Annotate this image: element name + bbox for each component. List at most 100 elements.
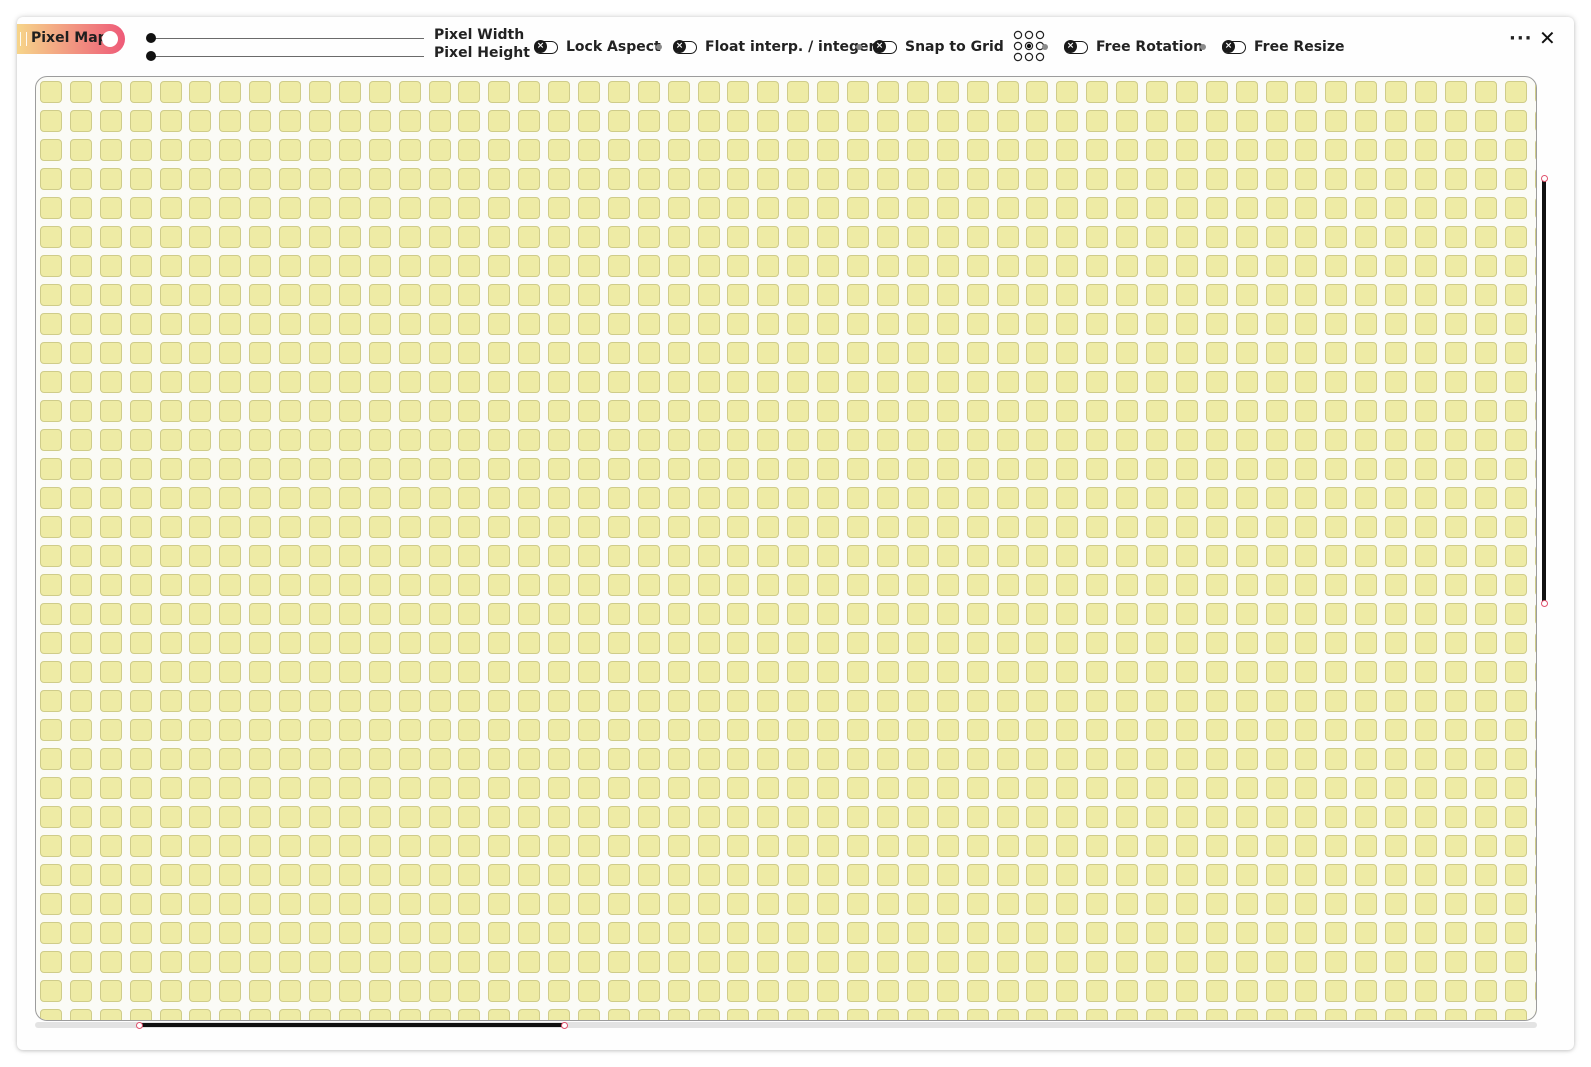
pixel-cell[interactable] [727,168,750,190]
pixel-cell[interactable] [637,603,660,625]
pixel-cell[interactable] [219,661,242,683]
pixel-cell[interactable] [1534,458,1536,480]
pixel-cell[interactable] [578,400,601,422]
switch-icon[interactable]: × [673,40,697,54]
pixel-cell[interactable] [757,487,780,509]
pixel-cell[interactable] [159,429,182,451]
pixel-cell[interactable] [1444,893,1467,915]
pixel-cell[interactable] [99,951,122,973]
pixel-cell[interactable] [1145,487,1168,509]
pixel-cell[interactable] [40,632,62,654]
pixel-cell[interactable] [219,922,242,944]
pixel-cell[interactable] [1235,516,1258,538]
pixel-cell[interactable] [368,1009,391,1020]
pixel-cell[interactable] [667,1009,690,1020]
pixel-cell[interactable] [69,603,92,625]
pixel-cell[interactable] [1355,690,1378,712]
pixel-cell[interactable] [817,980,840,1002]
pixel-cell[interactable] [1325,806,1348,828]
pixel-cell[interactable] [368,342,391,364]
pixel-cell[interactable] [1235,835,1258,857]
pixel-cell[interactable] [787,400,810,422]
pixel-cell[interactable] [1385,719,1408,741]
pixel-cell[interactable] [1474,284,1497,306]
pixel-cell[interactable] [1265,719,1288,741]
pixel-cell[interactable] [548,951,571,973]
pixel-cell[interactable] [757,574,780,596]
pixel-cell[interactable] [1355,81,1378,103]
pixel-cell[interactable] [428,806,451,828]
pixel-cell[interactable] [458,81,481,103]
pixel-cell[interactable] [368,893,391,915]
pixel-cell[interactable] [757,661,780,683]
pixel-cell[interactable] [69,661,92,683]
pixel-cell[interactable] [1444,400,1467,422]
pixel-cell[interactable] [1295,864,1318,886]
pixel-cell[interactable] [1265,864,1288,886]
pixel-cell[interactable] [1385,458,1408,480]
switch-icon[interactable]: × [534,40,558,54]
pixel-cell[interactable] [488,893,511,915]
pixel-cell[interactable] [936,806,959,828]
switch-icon[interactable]: × [1064,40,1088,54]
pixel-cell[interactable] [1385,661,1408,683]
pixel-cell[interactable] [129,487,152,509]
pixel-cell[interactable] [996,690,1019,712]
pixel-cell[interactable] [488,777,511,799]
pixel-cell[interactable] [1145,893,1168,915]
pixel-cell[interactable] [1295,400,1318,422]
pixel-cell[interactable] [69,255,92,277]
pixel-cell[interactable] [458,226,481,248]
pixel-cell[interactable] [1325,458,1348,480]
pixel-cell[interactable] [1086,139,1109,161]
pixel-cell[interactable] [1444,197,1467,219]
pixel-cell[interactable] [1444,864,1467,886]
pixel-cell[interactable] [1295,81,1318,103]
pixel-cell[interactable] [398,1009,421,1020]
pixel-cell[interactable] [458,400,481,422]
pixel-cell[interactable] [1265,313,1288,335]
pixel-cell[interactable] [637,806,660,828]
pixel-cell[interactable] [129,893,152,915]
pixel-cell[interactable] [1474,168,1497,190]
pixel-cell[interactable] [906,226,929,248]
pixel-cell[interactable] [1116,806,1139,828]
pixel-cell[interactable] [1444,371,1467,393]
pixel-cell[interactable] [1145,545,1168,567]
pixel-cell[interactable] [219,545,242,567]
pixel-cell[interactable] [757,371,780,393]
pixel-cell[interactable] [1086,342,1109,364]
pixel-cell[interactable] [1026,545,1049,567]
pixel-cell[interactable] [607,313,630,335]
pixel-cell[interactable] [488,429,511,451]
pixel-cell[interactable] [966,951,989,973]
pixel-cell[interactable] [309,458,332,480]
pixel-cell[interactable] [607,139,630,161]
pixel-cell[interactable] [458,806,481,828]
pixel-cell[interactable] [249,690,272,712]
pixel-cell[interactable] [488,284,511,306]
pixel-cell[interactable] [1116,545,1139,567]
pixel-cell[interactable] [1325,110,1348,132]
pixel-cell[interactable] [279,835,302,857]
pixel-cell[interactable] [398,922,421,944]
pixel-cell[interactable] [578,255,601,277]
pixel-cell[interactable] [1205,951,1228,973]
pixel-cell[interactable] [1116,864,1139,886]
pixel-cell[interactable] [1056,429,1079,451]
pixel-cell[interactable] [1116,371,1139,393]
pixel-cell[interactable] [996,226,1019,248]
pixel-cell[interactable] [697,197,720,219]
pixel-cell[interactable] [1474,545,1497,567]
pixel-cell[interactable] [69,226,92,248]
pixel-cell[interactable] [1385,980,1408,1002]
pixel-cell[interactable] [1205,864,1228,886]
pixel-cell[interactable] [1205,835,1228,857]
pixel-cell[interactable] [727,226,750,248]
pixel-cell[interactable] [847,400,870,422]
pixel-cell[interactable] [159,777,182,799]
pixel-cell[interactable] [428,632,451,654]
pixel-cell[interactable] [279,806,302,828]
pixel-cell[interactable] [1026,603,1049,625]
pixel-cell[interactable] [996,980,1019,1002]
